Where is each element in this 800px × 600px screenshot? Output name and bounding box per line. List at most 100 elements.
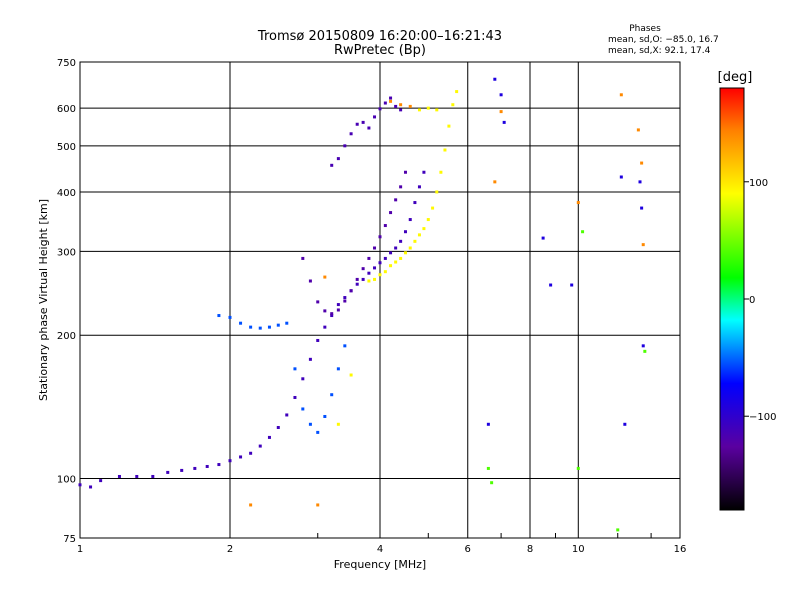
data-point xyxy=(249,451,253,455)
data-point xyxy=(435,190,439,194)
data-point xyxy=(486,422,490,426)
data-point xyxy=(367,271,371,275)
data-point xyxy=(383,256,387,260)
data-point xyxy=(323,275,327,279)
data-point xyxy=(336,157,340,161)
y-tick-label: 75 xyxy=(63,534,76,545)
data-point xyxy=(343,299,347,303)
data-point xyxy=(641,344,645,348)
data-point xyxy=(276,323,280,327)
data-point xyxy=(413,239,417,243)
data-point xyxy=(417,108,421,112)
data-point xyxy=(435,108,439,112)
data-point xyxy=(616,528,620,532)
x-axis-label: Frequency [MHz] xyxy=(334,558,426,571)
data-point xyxy=(389,211,393,215)
data-point xyxy=(336,308,340,312)
data-point xyxy=(640,161,644,165)
data-point xyxy=(403,251,407,255)
data-point xyxy=(301,256,305,260)
data-point xyxy=(399,108,403,112)
data-point xyxy=(623,422,627,426)
data-point xyxy=(249,325,253,329)
data-point xyxy=(378,261,382,265)
data-point xyxy=(389,264,393,268)
data-point xyxy=(361,277,365,281)
data-point xyxy=(576,201,580,205)
data-point xyxy=(117,474,121,478)
data-point xyxy=(643,349,647,353)
data-point xyxy=(336,367,340,371)
data-point xyxy=(193,466,197,470)
colorbar-ticks: 100 0 −100 xyxy=(744,178,776,423)
data-point xyxy=(417,185,421,189)
data-point xyxy=(408,246,412,250)
data-point xyxy=(330,163,334,167)
data-point xyxy=(258,326,262,330)
data-point xyxy=(431,206,435,210)
legend-title: Phases xyxy=(629,24,661,34)
data-point xyxy=(541,236,545,240)
data-point xyxy=(316,430,320,434)
data-point xyxy=(151,474,155,478)
data-point xyxy=(336,422,340,426)
colorbar-tick-label: −100 xyxy=(749,412,776,423)
legend-line-o: mean, sd,O: −85.0, 16.7 xyxy=(608,35,719,45)
data-point xyxy=(486,466,490,470)
data-point xyxy=(205,464,209,468)
data-point xyxy=(549,283,553,287)
data-point xyxy=(316,300,320,304)
data-point xyxy=(367,279,371,283)
y-tick-label: 100 xyxy=(57,475,76,486)
chart-subtitle: RwPretec (Bp) xyxy=(334,43,426,58)
chart-title: Tromsø 20150809 16:20:00–16:21:43 xyxy=(257,29,502,44)
data-point xyxy=(228,459,232,463)
data-point xyxy=(285,321,289,325)
data-point xyxy=(636,128,640,132)
colorbar-tick-label: 0 xyxy=(749,295,755,306)
data-point xyxy=(570,283,574,287)
x-tick-label: 16 xyxy=(674,544,687,555)
x-tick-label: 1 xyxy=(77,544,83,555)
data-point xyxy=(323,309,327,313)
data-point xyxy=(422,227,426,231)
data-point xyxy=(394,246,398,250)
data-point xyxy=(355,277,359,281)
x-tick-label: 6 xyxy=(465,544,471,555)
data-point xyxy=(330,314,334,318)
data-point xyxy=(276,425,280,429)
data-points xyxy=(78,77,647,532)
data-point xyxy=(373,277,377,281)
data-point xyxy=(217,314,221,318)
data-point xyxy=(490,481,494,485)
data-point xyxy=(378,273,382,277)
data-point xyxy=(293,367,297,371)
data-point xyxy=(394,260,398,264)
data-point xyxy=(135,474,139,478)
data-point xyxy=(373,266,377,270)
data-point xyxy=(343,144,347,148)
data-point xyxy=(239,321,243,325)
data-point xyxy=(166,470,170,474)
data-point xyxy=(426,218,430,222)
data-point xyxy=(383,270,387,274)
x-tick-label: 10 xyxy=(572,544,585,555)
data-point xyxy=(308,357,312,361)
colorbar xyxy=(719,87,745,511)
y-axis-ticks: 75 100 200 300 400 500 600 750 xyxy=(57,58,76,545)
y-tick-label: 600 xyxy=(57,104,76,115)
data-point xyxy=(349,132,353,136)
data-point xyxy=(383,101,387,105)
data-point xyxy=(399,103,403,107)
data-point xyxy=(399,185,403,189)
data-point xyxy=(399,256,403,260)
data-point xyxy=(576,466,580,470)
data-point xyxy=(373,115,377,119)
data-point xyxy=(228,315,232,319)
data-point xyxy=(389,96,393,100)
data-point xyxy=(217,463,221,467)
data-point xyxy=(426,106,430,110)
data-point xyxy=(408,104,412,108)
data-point xyxy=(355,122,359,126)
data-point xyxy=(308,422,312,426)
